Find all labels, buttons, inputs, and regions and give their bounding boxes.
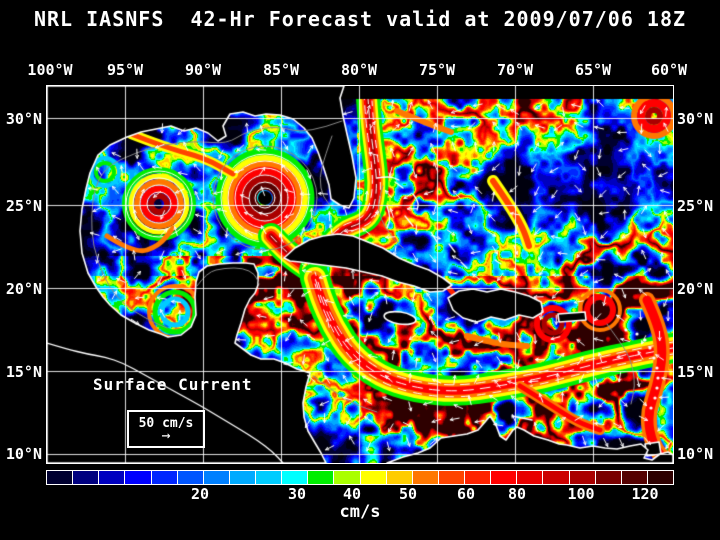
legend-title: Surface Current: [93, 375, 253, 394]
colorbar-tick-40: 40: [342, 485, 362, 503]
colorbar-cell: [438, 471, 465, 484]
colorbar-cell: [360, 471, 387, 484]
lon-tick-70w: 70°W: [496, 61, 534, 79]
lon-tick-85w: 85°W: [262, 61, 300, 79]
colorbar-tick-50: 50: [398, 485, 418, 503]
colorbar-tick-30: 30: [287, 485, 307, 503]
colorbar-cell: [621, 471, 648, 484]
lon-tick-60w: 60°W: [650, 61, 688, 79]
colorbar-unit: cm/s: [339, 502, 381, 522]
colorbar-cell: [465, 471, 492, 484]
lat-tick-right-10n: 10°N: [677, 445, 714, 463]
plot-title: NRL IASNFS 42-Hr Forecast valid at 2009/…: [33, 7, 687, 31]
reference-scale-box: 50 cm/s →: [127, 410, 205, 448]
colorbar-cell: [47, 471, 74, 484]
colorbar-cell: [73, 471, 100, 484]
lat-tick-left-20n: 20°N: [5, 280, 42, 298]
colorbar-tick-80: 80: [507, 485, 527, 503]
colorbar-cell: [412, 471, 439, 484]
colorbar-cell: [256, 471, 283, 484]
colorbar-cell: [99, 471, 126, 484]
colorbar-tick-60: 60: [456, 485, 476, 503]
lat-tick-left-15n: 15°N: [5, 363, 42, 381]
lon-tick-65w: 65°W: [574, 61, 612, 79]
colorbar-tick-20: 20: [190, 485, 210, 503]
lat-tick-right-15n: 15°N: [677, 363, 714, 381]
colorbar-tick-100: 100: [567, 485, 595, 503]
lon-tick-75w: 75°W: [418, 61, 456, 79]
colorbar-cell: [517, 471, 544, 484]
colorbar-cell: [543, 471, 570, 484]
colorbar-cell: [491, 471, 518, 484]
lon-tick-80w: 80°W: [340, 61, 378, 79]
lat-tick-right-30n: 30°N: [677, 110, 714, 128]
lat-tick-left-25n: 25°N: [5, 197, 42, 215]
lat-tick-right-25n: 25°N: [677, 197, 714, 215]
lon-tick-100w: 100°W: [27, 61, 73, 79]
reference-arrow-icon: →: [161, 426, 171, 444]
colorbar-cell: [334, 471, 361, 484]
colorbar-cell: [308, 471, 335, 484]
colorbar-tick-120: 120: [631, 485, 659, 503]
colorbar-cell: [282, 471, 309, 484]
colorbar-cell: [177, 471, 204, 484]
lat-tick-left-30n: 30°N: [5, 110, 42, 128]
colorbar-cell: [125, 471, 152, 484]
lat-tick-right-20n: 20°N: [677, 280, 714, 298]
reference-scale-value: 50 cm/s: [138, 416, 194, 431]
colorbar: [46, 470, 674, 485]
colorbar-cell: [386, 471, 413, 484]
lat-tick-left-10n: 10°N: [5, 445, 42, 463]
map-frame: Surface Current 50 cm/s →: [46, 85, 674, 464]
colorbar-cell: [595, 471, 622, 484]
colorbar-cell: [229, 471, 256, 484]
surface-current-field-map: [47, 86, 673, 463]
lon-tick-95w: 95°W: [106, 61, 144, 79]
colorbar-cell: [647, 471, 673, 484]
colorbar-cell: [569, 471, 596, 484]
colorbar-cell: [203, 471, 230, 484]
colorbar-cell: [151, 471, 178, 484]
lon-tick-90w: 90°W: [184, 61, 222, 79]
